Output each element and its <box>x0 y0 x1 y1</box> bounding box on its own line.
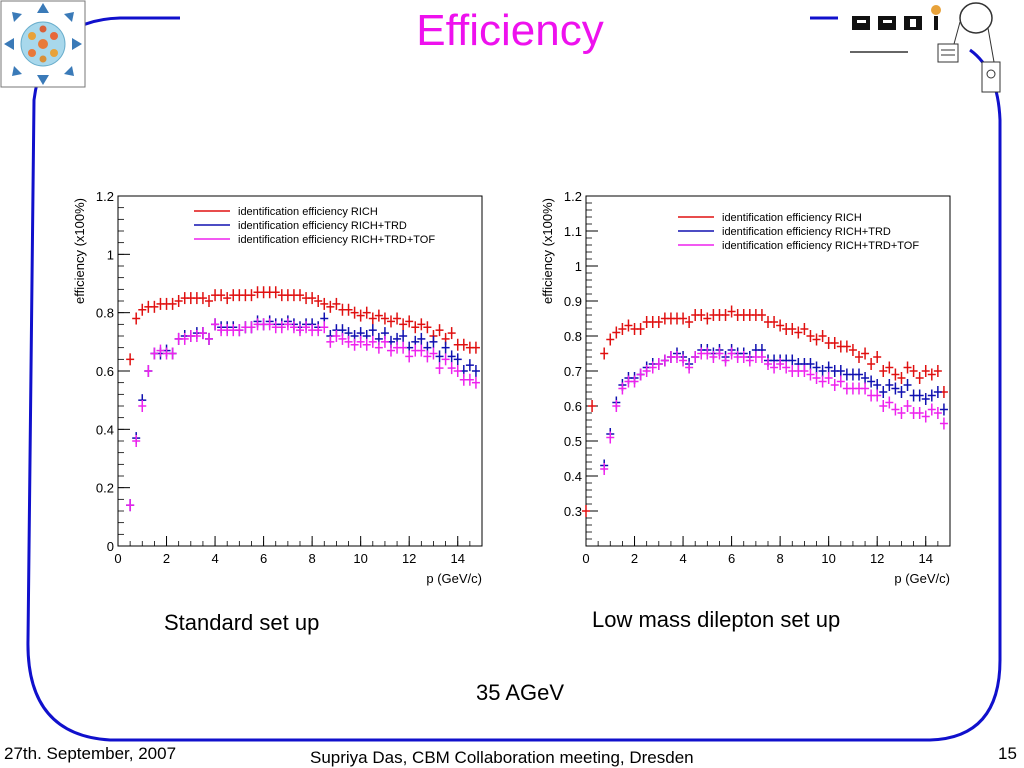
y-tick-label: 0.6 <box>564 399 582 414</box>
x-tick-label: 0 <box>582 551 589 566</box>
y-tick-label: 0.2 <box>96 481 114 496</box>
caption-standard: Standard set up <box>164 610 320 635</box>
x-tick-label: 4 <box>679 551 686 566</box>
legend-label: identification efficiency RICH <box>238 206 378 218</box>
x-tick-label: 8 <box>309 551 316 566</box>
x-tick-label: 10 <box>821 551 835 566</box>
y-tick-label: 0.9 <box>564 294 582 309</box>
x-tick-label: 4 <box>211 551 218 566</box>
x-tick-label: 12 <box>402 551 416 566</box>
y-tick-label: 0.5 <box>564 434 582 449</box>
x-tick-label: 6 <box>260 551 267 566</box>
x-tick-label: 8 <box>777 551 784 566</box>
x-tick-label: 14 <box>918 551 932 566</box>
y-tick-label: 1 <box>575 259 582 274</box>
x-tick-label: 2 <box>163 551 170 566</box>
legend-label: identification efficiency RICH <box>722 212 862 224</box>
slide-title: Efficiency <box>416 6 604 55</box>
energy-label: 35 AGeV <box>476 680 565 705</box>
cbm-detector-icon <box>0 0 86 88</box>
footer-page-number: 15 <box>998 744 1017 763</box>
y-tick-label: 1.2 <box>564 189 582 204</box>
x-axis-label: p (GeV/c) <box>426 571 482 586</box>
y-tick-label: 1.2 <box>96 189 114 204</box>
y-axis-label: efficiency (x100%) <box>540 198 555 304</box>
x-tick-label: 2 <box>631 551 638 566</box>
x-tick-label: 12 <box>870 551 884 566</box>
y-tick-label: 0.4 <box>96 422 114 437</box>
caption-low-mass: Low mass dilepton set up <box>592 607 841 632</box>
x-tick-label: 0 <box>114 551 121 566</box>
y-tick-label: 1.1 <box>564 224 582 239</box>
footer-date: 27th. September, 2007 <box>4 744 177 763</box>
y-tick-label: 0.4 <box>564 469 582 484</box>
y-tick-label: 0 <box>107 539 114 554</box>
efficiency-chart-standard: 0 0.2 0.4 0.6 0.8 1 1.2 0 2 4 6 8 10 12 14 p (GeV/c) eff… <box>72 189 483 586</box>
legend-label: identification efficiency RICH+TRD+TOF <box>722 240 919 252</box>
x-tick-label: 6 <box>728 551 735 566</box>
gsi-logo-icon <box>850 2 1001 93</box>
x-tick-label: 10 <box>353 551 367 566</box>
plot-area <box>117 195 483 547</box>
y-tick-label: 0.3 <box>564 504 582 519</box>
x-tick-label: 14 <box>450 551 464 566</box>
y-tick-label: 0.6 <box>96 364 114 379</box>
legend-label: identification efficiency RICH+TRD+TOF <box>238 234 435 246</box>
efficiency-chart-low-mass: 0.3 0.4 0.5 0.6 0.7 0.8 0.9 1 1.1 1.2 0 2 4 6 8 10 12 14 p… <box>540 189 951 586</box>
y-axis-label: efficiency (x100%) <box>72 198 87 304</box>
legend-label: identification efficiency RICH+TRD <box>238 220 407 232</box>
y-tick-label: 0.8 <box>96 306 114 321</box>
y-tick-label: 0.7 <box>564 364 582 379</box>
legend-label: identification efficiency RICH+TRD <box>722 226 891 238</box>
y-tick-label: 1 <box>107 247 114 262</box>
y-tick-label: 0.8 <box>564 329 582 344</box>
footer-author: Supriya Das, CBM Collaboration meeting, … <box>310 748 694 767</box>
x-axis-label: p (GeV/c) <box>894 571 950 586</box>
